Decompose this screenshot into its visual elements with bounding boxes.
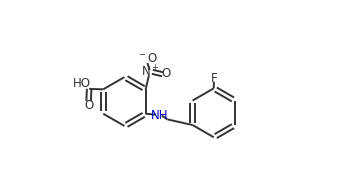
Text: NH: NH [150,108,168,122]
Text: F: F [211,72,217,85]
Text: O: O [84,99,93,112]
Text: N$^+$: N$^+$ [141,64,159,80]
Text: HO: HO [73,77,91,90]
Text: $^-$O: $^-$O [137,52,159,65]
Text: O: O [161,67,170,80]
